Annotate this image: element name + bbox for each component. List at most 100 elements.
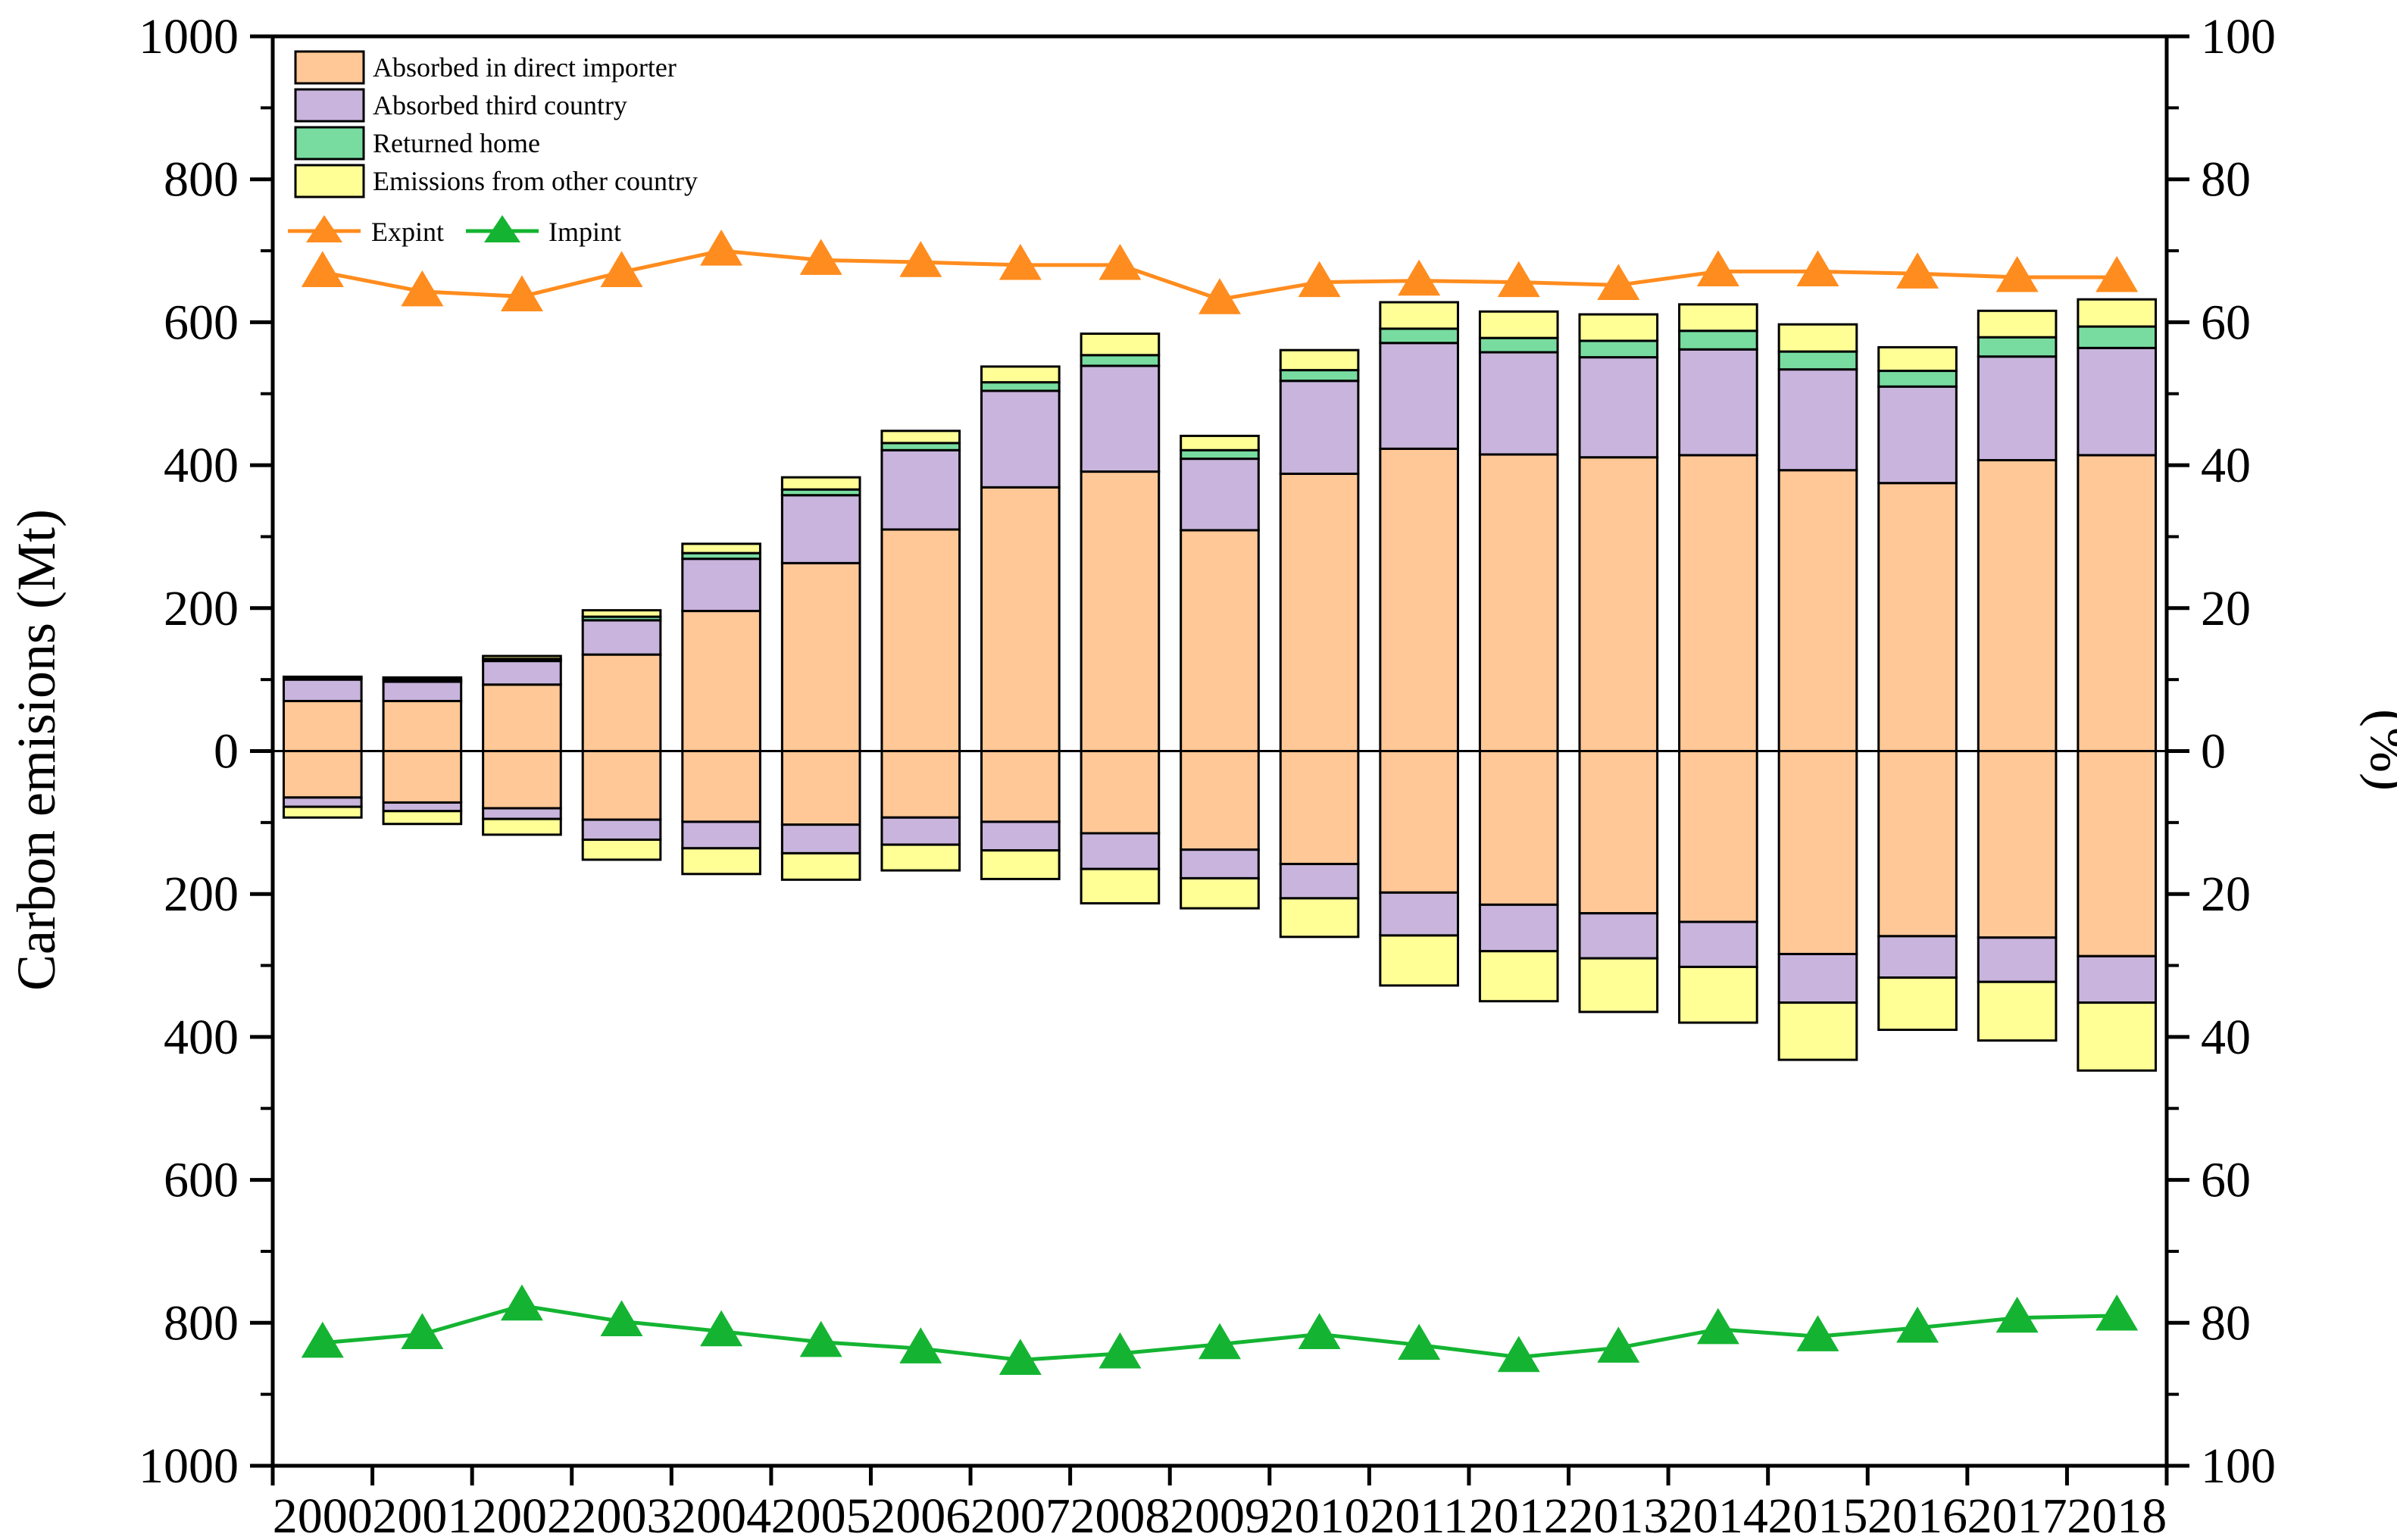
x-tick-label-2018: 2018 [2067, 1488, 2167, 1540]
marker-impint-2001 [401, 1313, 444, 1349]
bar-upper-absorbed-in-direct-importer-2016 [1877, 482, 1958, 752]
bar-lower-absorbed-in-direct-importer-2008 [1080, 750, 1161, 835]
y2-tick-label-10: 100 [2201, 1438, 2276, 1494]
x-tick-label-2013: 2013 [1568, 1488, 1668, 1540]
bar-upper-absorbed-in-direct-importer-2000 [282, 699, 363, 753]
bar-upper-returned-home-2014 [1678, 330, 1758, 351]
marker-expint-2014 [1696, 250, 1739, 287]
bar-lower-absorbed-in-direct-importer-2004 [681, 750, 761, 823]
bar-upper-returned-home-2010 [1279, 369, 1360, 383]
bar-lower-absorbed-in-direct-importer-2001 [382, 750, 463, 804]
bar-lower-emissions-from-other-country-2015 [1777, 1001, 1858, 1061]
marker-impint-2006 [899, 1327, 942, 1364]
bar-upper-returned-home-2007 [980, 381, 1061, 392]
bar-lower-absorbed-third-country-2000 [282, 796, 363, 808]
x-tick-label-2010: 2010 [1270, 1488, 1370, 1540]
bar-lower-absorbed-third-country-2003 [581, 818, 662, 841]
bar-upper-emissions-from-other-country-2017 [1977, 309, 2058, 339]
bar-upper-emissions-from-other-country-2006 [880, 430, 961, 445]
bar-upper-absorbed-in-direct-importer-2004 [681, 610, 761, 752]
bar-lower-absorbed-third-country-2010 [1279, 863, 1360, 900]
bar-lower-absorbed-in-direct-importer-2009 [1180, 750, 1260, 851]
marker-impint-2011 [1398, 1323, 1441, 1360]
bar-lower-emissions-from-other-country-2008 [1080, 867, 1161, 904]
legend-label-impint: Impint [548, 217, 621, 247]
bar-upper-emissions-from-other-country-2003 [581, 609, 662, 618]
x-tick-label-2004: 2004 [671, 1488, 771, 1540]
x-tick-label-2014: 2014 [1668, 1488, 1768, 1540]
bar-lower-absorbed-in-direct-importer-2002 [482, 750, 562, 810]
bar-upper-emissions-from-other-country-2018 [2077, 298, 2158, 328]
x-tick-label-2017: 2017 [1967, 1488, 2067, 1540]
bar-lower-absorbed-in-direct-importer-2003 [581, 750, 662, 821]
y2-tick-label-7: 40 [2201, 1010, 2251, 1065]
bar-lower-emissions-from-other-country-2013 [1578, 957, 1659, 1014]
y2-tick-label-9: 80 [2201, 1295, 2251, 1351]
marker-impint-2007 [998, 1339, 1042, 1375]
marker-expint-2016 [1896, 252, 1939, 289]
bar-lower-absorbed-in-direct-importer-2006 [880, 750, 961, 819]
marker-expint-2005 [799, 239, 842, 275]
x-tick-label-2008: 2008 [1070, 1488, 1170, 1540]
y-tick-label-8: 600 [164, 1153, 239, 1208]
bar-upper-returned-home-2009 [1180, 448, 1260, 461]
y2-tick-label-2: 60 [2201, 295, 2251, 350]
bar-upper-absorbed-in-direct-importer-2006 [880, 528, 961, 752]
bar-upper-absorbed-in-direct-importer-2018 [2077, 454, 2158, 752]
bar-lower-absorbed-third-country-2013 [1578, 912, 1659, 960]
bar-upper-absorbed-third-country-2006 [880, 448, 961, 531]
x-tick-label-2002: 2002 [472, 1488, 572, 1540]
marker-expint-2015 [1796, 250, 1839, 287]
y2-tick-label-3: 40 [2201, 438, 2251, 493]
bar-upper-emissions-from-other-country-2000 [282, 675, 363, 679]
bar-lower-emissions-from-other-country-2014 [1678, 965, 1758, 1024]
y-tick-label-10: 1000 [139, 1438, 239, 1494]
bar-lower-absorbed-in-direct-importer-2005 [780, 750, 861, 826]
lines-layer [301, 230, 2139, 1375]
bar-upper-absorbed-third-country-2010 [1279, 380, 1360, 475]
marker-expint-2002 [500, 275, 543, 312]
marker-expint-2013 [1597, 264, 1640, 300]
bar-lower-emissions-from-other-country-2002 [482, 817, 562, 836]
bar-lower-emissions-from-other-country-2006 [880, 843, 961, 872]
bar-upper-returned-home-2016 [1877, 370, 1958, 388]
marker-impint-2005 [799, 1320, 842, 1357]
bar-lower-absorbed-in-direct-importer-2015 [1777, 750, 1858, 955]
marker-impint-2003 [600, 1300, 643, 1337]
y-tick-label-7: 400 [164, 1010, 239, 1065]
bar-lower-emissions-from-other-country-2009 [1180, 876, 1260, 910]
bar-lower-absorbed-in-direct-importer-2016 [1877, 750, 1958, 938]
bar-lower-absorbed-third-country-2011 [1379, 891, 1459, 937]
y-axis-title: Carbon emisions (Mt) [6, 509, 67, 991]
marker-impint-2012 [1497, 1335, 1540, 1373]
bar-upper-absorbed-in-direct-importer-2015 [1777, 469, 1858, 753]
bar-upper-emissions-from-other-country-2002 [482, 654, 562, 661]
y2-axis-title: (%) [2359, 709, 2397, 791]
marker-expint-2018 [2095, 255, 2139, 292]
x-tick-label-2016: 2016 [1867, 1488, 1967, 1540]
bar-lower-absorbed-third-country-2015 [1777, 952, 1858, 1004]
bar-upper-absorbed-third-country-2016 [1877, 385, 1958, 485]
bar-upper-absorbed-in-direct-importer-2017 [1977, 458, 2058, 752]
bar-lower-absorbed-third-country-2016 [1877, 935, 1958, 979]
x-tick-label-2012: 2012 [1469, 1488, 1569, 1540]
legend-marker-impint [484, 215, 520, 242]
bar-lower-absorbed-in-direct-importer-2010 [1279, 750, 1360, 866]
bar-lower-absorbed-in-direct-importer-2011 [1379, 750, 1459, 894]
bar-upper-absorbed-in-direct-importer-2014 [1678, 454, 1758, 752]
bar-lower-absorbed-in-direct-importer-2017 [1977, 750, 2058, 939]
y-tick-label-6: 200 [164, 867, 239, 922]
bar-upper-absorbed-in-direct-importer-2007 [980, 486, 1061, 752]
bar-lower-emissions-from-other-country-2011 [1379, 934, 1459, 987]
marker-impint-2016 [1896, 1306, 1939, 1343]
marker-impint-2013 [1597, 1326, 1640, 1363]
bar-lower-absorbed-third-country-2006 [880, 816, 961, 846]
y2-tick-label-1: 80 [2201, 152, 2251, 208]
bar-upper-returned-home-2017 [1977, 336, 2058, 358]
bar-upper-absorbed-third-country-2000 [282, 678, 363, 702]
bars-layer [282, 298, 2158, 1072]
x-tick-label-2011: 2011 [1370, 1488, 1468, 1540]
bar-lower-absorbed-third-country-2012 [1478, 903, 1559, 953]
marker-impint-2002 [500, 1284, 543, 1321]
